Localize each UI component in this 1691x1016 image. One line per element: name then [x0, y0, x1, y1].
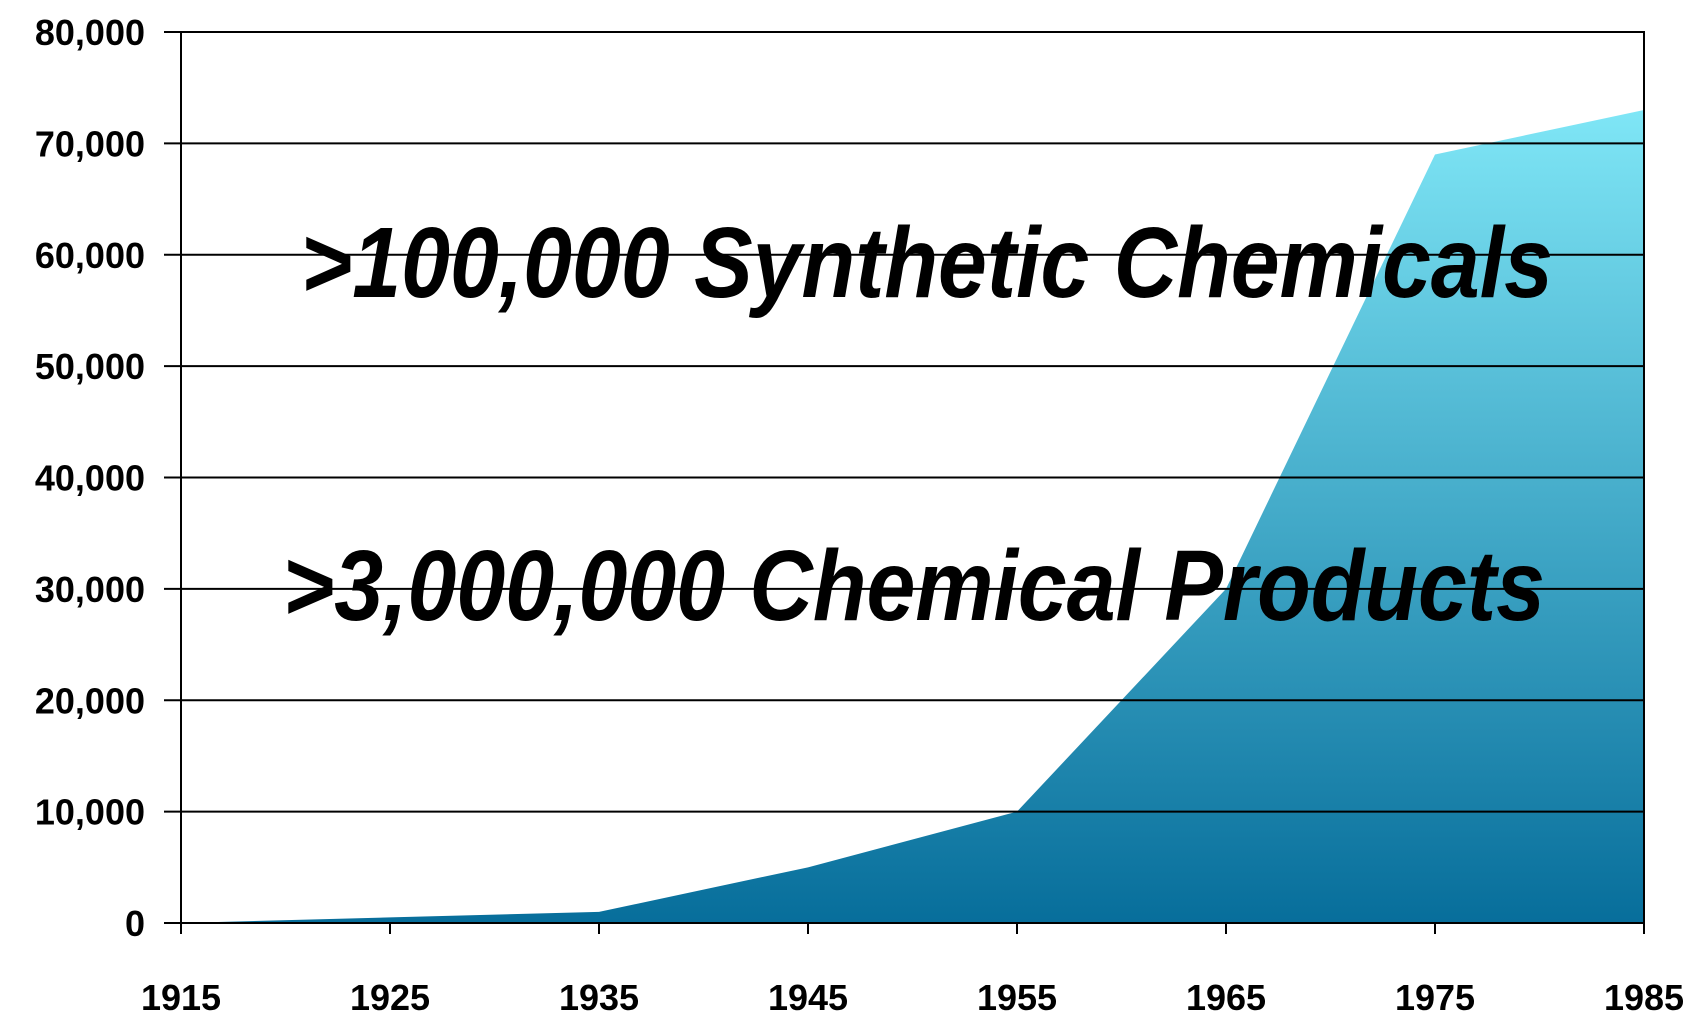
x-tick-label: 1985	[1604, 977, 1684, 1016]
y-tick-label: 70,000	[35, 123, 145, 164]
y-tick-label: 80,000	[35, 12, 145, 53]
y-tick-label: 0	[125, 903, 145, 944]
x-tick-label: 1925	[350, 977, 430, 1016]
y-tick-label: 60,000	[35, 235, 145, 276]
plot-frame	[180, 31, 1645, 924]
y-tick-label: 10,000	[35, 792, 145, 833]
y-tick-label: 40,000	[35, 458, 145, 499]
x-tick-label: 1945	[768, 977, 848, 1016]
annotation: >100,000 Synthetic Chemicals	[301, 207, 1553, 319]
x-tick-label: 1935	[559, 977, 639, 1016]
x-tick-label: 1955	[977, 977, 1057, 1016]
x-tick-label: 1975	[1395, 977, 1475, 1016]
area	[181, 109, 1644, 923]
x-tick-label: 1915	[141, 977, 221, 1016]
y-tick-label: 20,000	[35, 680, 145, 721]
y-tick-label: 50,000	[35, 346, 145, 387]
y-tick-label: 30,000	[35, 569, 145, 610]
x-tick-label: 1965	[1186, 977, 1266, 1016]
annotation: >3,000,000 Chemical Products	[283, 530, 1545, 642]
